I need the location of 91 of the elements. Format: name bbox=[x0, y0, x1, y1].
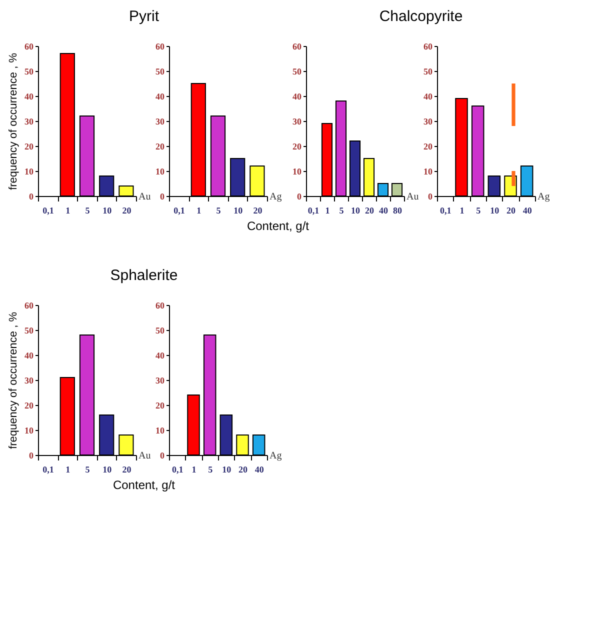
x-tick-label: 5 bbox=[339, 206, 344, 216]
y-tick-label: 10 bbox=[156, 426, 165, 436]
y-tick-label: 0 bbox=[160, 192, 165, 202]
x-tick-label: 1 bbox=[325, 206, 330, 216]
x-tick-label: 20 bbox=[238, 464, 248, 474]
y-tick-label: 50 bbox=[292, 66, 302, 76]
x-tick-label: 5 bbox=[208, 464, 214, 474]
text: Content, g/t bbox=[112, 478, 176, 492]
x-tick-label: 0,1 bbox=[42, 464, 54, 474]
y-tick-label: 50 bbox=[24, 326, 34, 336]
bar bbox=[512, 84, 516, 126]
x-tick-label: 20 bbox=[122, 464, 132, 474]
y-tick-label: 10 bbox=[424, 166, 433, 176]
y-tick-label: 0 bbox=[297, 192, 302, 202]
y-tick-label: 0 bbox=[428, 192, 433, 202]
y-tick-label: 20 bbox=[156, 400, 165, 410]
x-tick-label: 20 bbox=[365, 206, 374, 216]
y-tick-label: 60 bbox=[292, 42, 302, 52]
x-tick-label: 5 bbox=[85, 206, 90, 216]
y-tick-label: 60 bbox=[24, 300, 34, 310]
chart-title: Chalcopyrite bbox=[379, 8, 463, 27]
y-tick-label: 20 bbox=[292, 142, 302, 152]
y-tick-label: 30 bbox=[156, 376, 165, 386]
x-tick-label: 0,1 bbox=[42, 206, 54, 216]
x-tick-label: 5 bbox=[476, 206, 482, 216]
y-tick-label: 40 bbox=[424, 92, 433, 102]
x-tick-label: 5 bbox=[216, 206, 222, 216]
x-tick-label: 40 bbox=[522, 206, 532, 216]
y-tick-label: 20 bbox=[424, 142, 433, 152]
y-tick-label: 0 bbox=[160, 450, 165, 460]
x-tick-label: 1 bbox=[460, 206, 465, 216]
y-tick-label: 20 bbox=[156, 142, 165, 152]
x-tick-label: 10 bbox=[490, 206, 500, 216]
x-tick-label: 0,1 bbox=[440, 206, 452, 216]
y-tick-label: 10 bbox=[24, 426, 34, 436]
y-tick-label: 30 bbox=[424, 116, 433, 126]
x-axis-title: Ag bbox=[538, 192, 550, 202]
x-tick-label: 20 bbox=[122, 206, 132, 216]
y-tick-label: 50 bbox=[24, 66, 34, 76]
x-tick-label: 0,1 bbox=[308, 206, 320, 216]
x-axis-title: Ag bbox=[270, 192, 282, 202]
y-tick-label: 40 bbox=[156, 92, 165, 102]
y-tick-label: 10 bbox=[24, 166, 34, 176]
x-axis-title: Au bbox=[406, 192, 419, 202]
y-tick-label: 20 bbox=[24, 142, 34, 152]
chart-title: Pyrit bbox=[129, 8, 159, 27]
y-tick-label: 60 bbox=[424, 42, 433, 52]
y-tick-label: 10 bbox=[292, 166, 302, 176]
y-tick-label: 40 bbox=[24, 92, 34, 102]
x-tick-label: 20 bbox=[506, 206, 516, 216]
x-axis-title: Au bbox=[138, 192, 151, 202]
x-tick-label: 1 bbox=[66, 206, 71, 216]
y-axis-title: frequency of occurrence , % bbox=[8, 52, 20, 190]
y-tick-label: 10 bbox=[156, 166, 165, 176]
x-tick-label: 80 bbox=[393, 206, 402, 216]
y-axis-title: frequency of occurrence , % bbox=[8, 312, 20, 449]
y-tick-label: 30 bbox=[156, 116, 165, 126]
x-tick-label: 10 bbox=[102, 206, 112, 216]
x-tick-label: 10 bbox=[234, 206, 244, 216]
x-tick-label: 40 bbox=[379, 206, 388, 216]
y-tick-label: 60 bbox=[24, 42, 34, 52]
y-tick-label: 30 bbox=[24, 116, 34, 126]
y-tick-label: 40 bbox=[292, 92, 302, 102]
x-tick-label: 1 bbox=[66, 464, 71, 474]
x-axis-title: Ag bbox=[270, 450, 282, 462]
bar bbox=[512, 171, 516, 186]
y-tick-label: 40 bbox=[156, 350, 165, 360]
x-tick-label: 40 bbox=[254, 464, 264, 474]
y-tick-label: 30 bbox=[292, 116, 302, 126]
x-tick-label: 5 bbox=[85, 464, 90, 474]
text: Content, g/t bbox=[246, 219, 310, 233]
x-tick-label: 1 bbox=[192, 464, 197, 474]
x-tick-label: 1 bbox=[196, 206, 202, 216]
x-axis-title: Au bbox=[138, 450, 151, 462]
x-tick-label: 10 bbox=[222, 464, 232, 474]
y-tick-label: 20 bbox=[24, 400, 34, 410]
x-tick-label: 20 bbox=[253, 206, 263, 216]
y-tick-label: 50 bbox=[156, 326, 165, 336]
x-tick-label: 10 bbox=[102, 464, 112, 474]
y-tick-label: 50 bbox=[424, 66, 433, 76]
y-tick-label: 60 bbox=[156, 42, 165, 52]
y-tick-label: 60 bbox=[156, 300, 165, 310]
chart-title: Sphalerite bbox=[110, 267, 178, 286]
y-tick-label: 0 bbox=[29, 192, 34, 202]
x-tick-label: 10 bbox=[351, 206, 360, 216]
x-tick-label: 0,1 bbox=[174, 206, 186, 216]
y-tick-label: 30 bbox=[24, 376, 34, 386]
y-tick-label: 50 bbox=[156, 66, 165, 76]
y-tick-label: 0 bbox=[29, 450, 34, 460]
x-tick-label: 0,1 bbox=[172, 464, 184, 474]
y-tick-label: 40 bbox=[24, 350, 34, 360]
